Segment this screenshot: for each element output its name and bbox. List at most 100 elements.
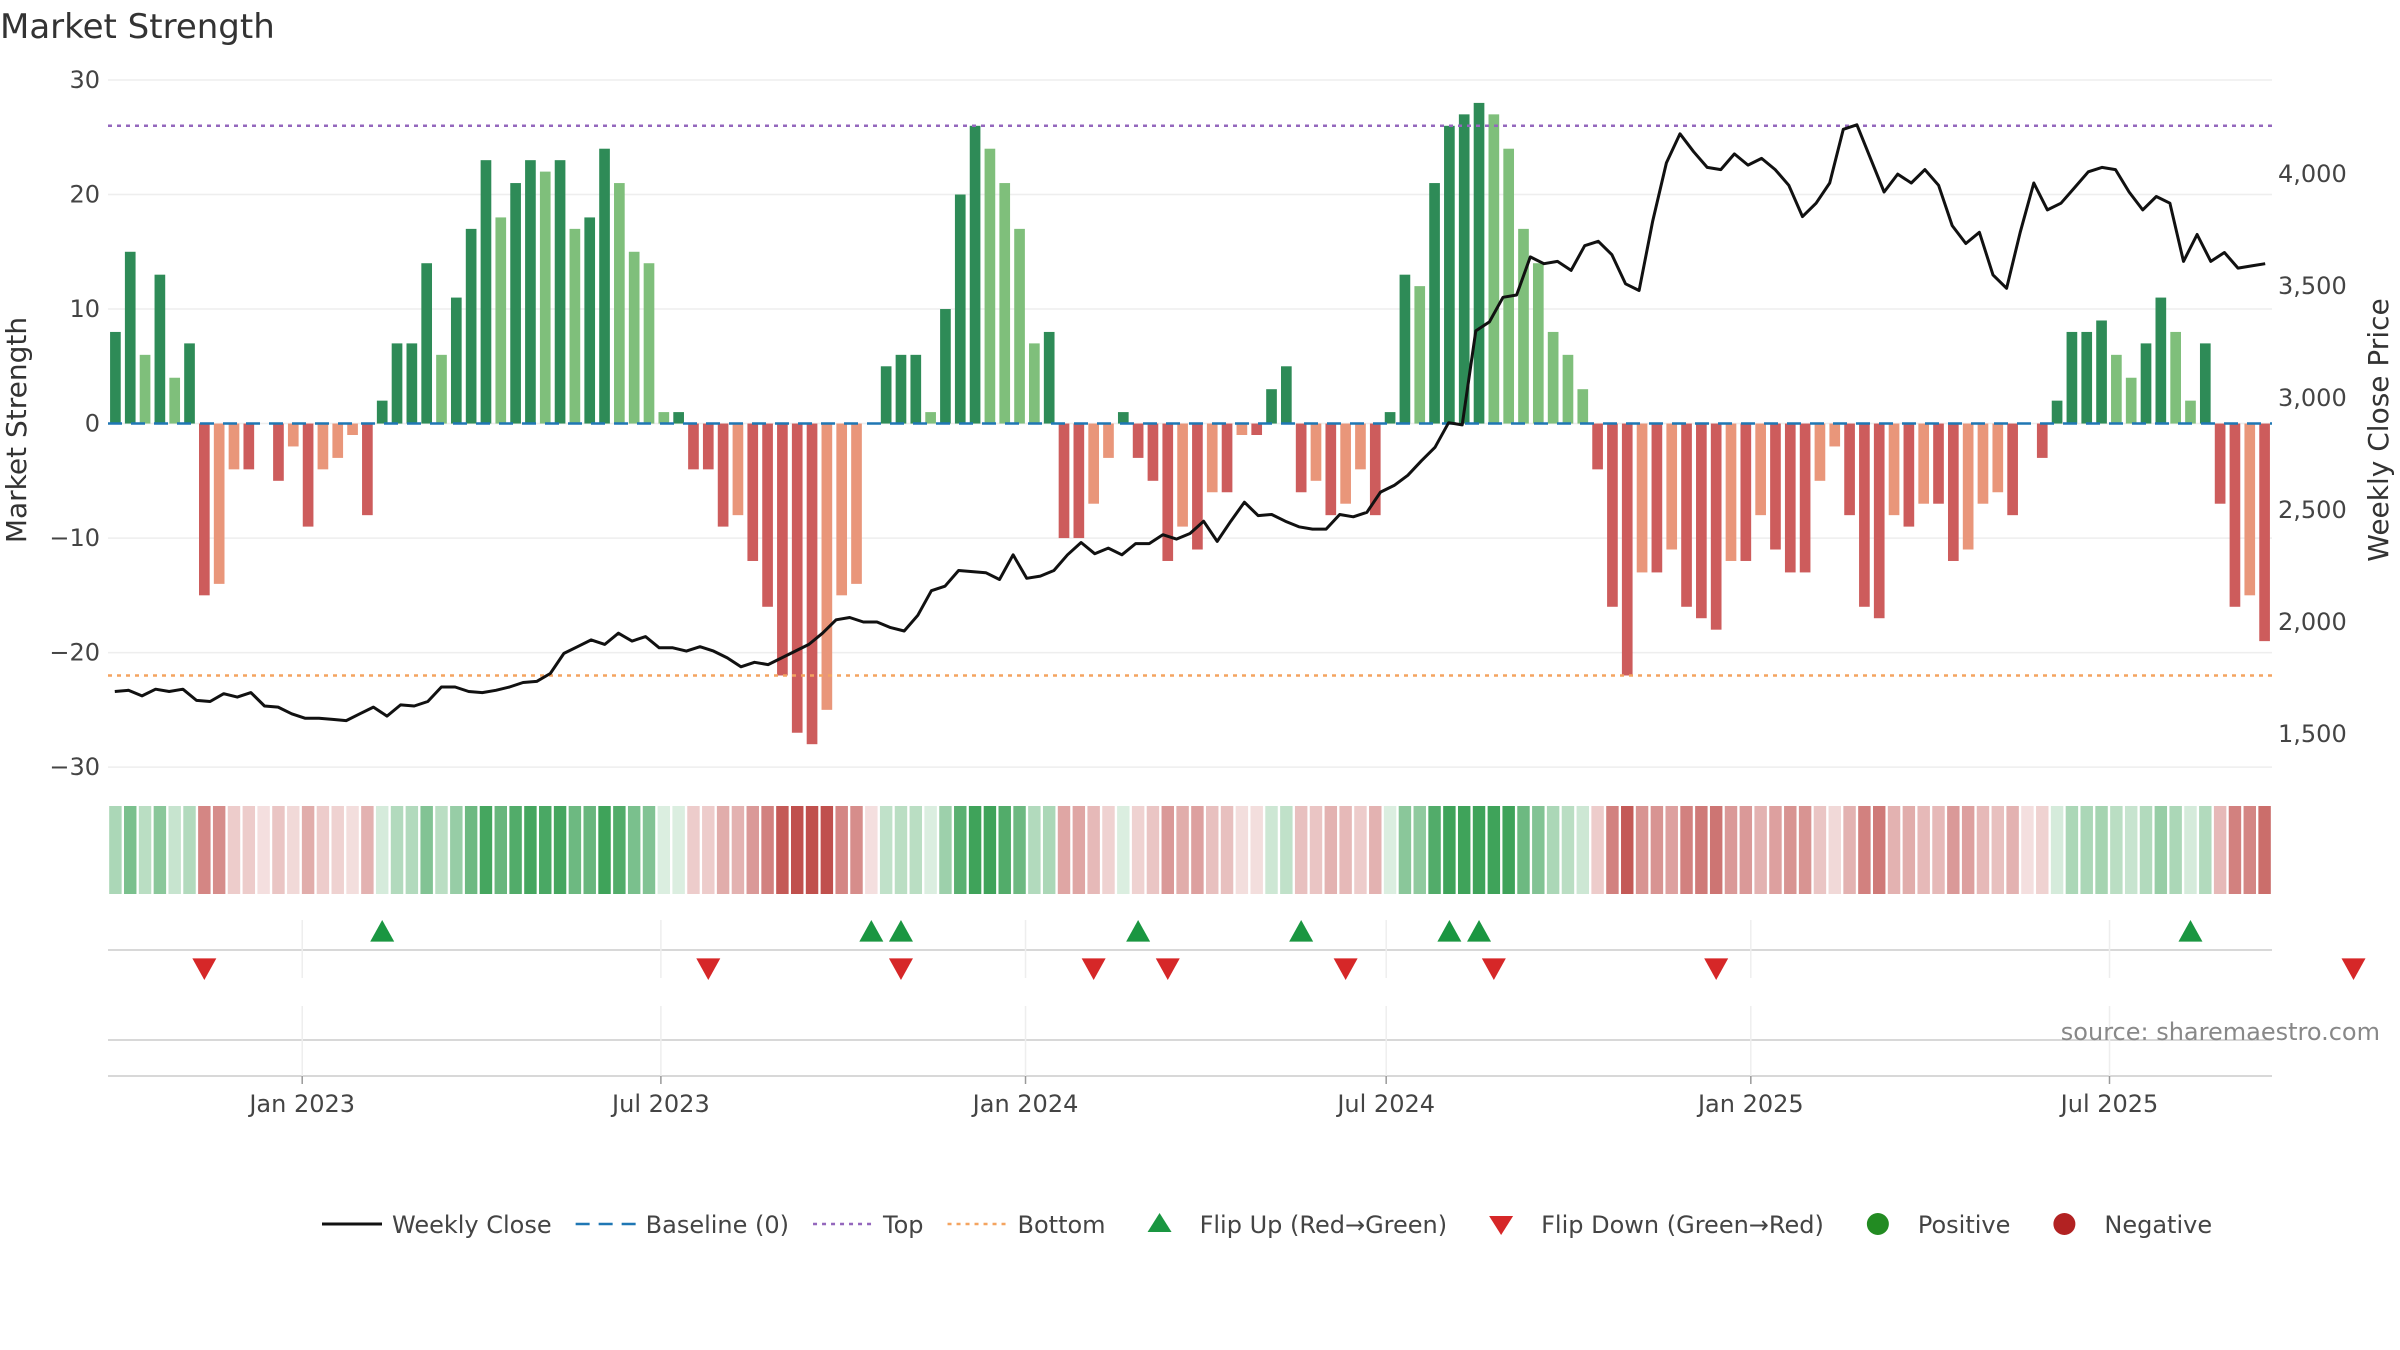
strength-bar	[1933, 423, 1944, 504]
state-band-cell	[909, 806, 923, 894]
state-band-cell	[1235, 806, 1249, 894]
strength-bar	[2170, 331, 2181, 424]
strength-bar	[1666, 423, 1678, 550]
legend-label: Flip Down (Green→Red)	[1541, 1211, 1824, 1239]
state-band-cell	[1294, 806, 1308, 894]
state-band-cell	[1487, 806, 1501, 894]
reference-lines	[108, 124, 2272, 677]
strength-bar	[347, 423, 358, 435]
strength-bar	[1962, 423, 1974, 550]
flip-down-marker	[1333, 958, 1358, 980]
state-band-cell	[1872, 806, 1886, 894]
strength-bar	[895, 354, 907, 424]
left-axis-ticks: 30 20 10 0 −10 −20 −30	[49, 66, 100, 781]
strength-bar	[925, 412, 936, 424]
legend-label: Flip Up (Red→Green)	[1200, 1211, 1448, 1239]
state-band-cell	[568, 806, 582, 894]
state-band-cell	[1220, 806, 1234, 894]
legend-label: Bottom	[1018, 1211, 1106, 1239]
strength-bar	[2066, 331, 2078, 424]
strength-bar	[1770, 423, 1781, 550]
state-band-cell	[346, 806, 359, 894]
strength-bar	[1977, 423, 1989, 504]
strength-bar	[702, 423, 714, 470]
state-band-cell	[939, 806, 952, 894]
state-band-cell	[1028, 806, 1041, 894]
state-band-cell	[1042, 806, 1056, 894]
state-band-cell	[672, 806, 685, 894]
strength-bar	[1073, 423, 1085, 539]
strength-bar	[1651, 423, 1663, 573]
strength-bar	[984, 148, 996, 424]
strength-bar	[1503, 148, 1515, 424]
state-band-cell	[627, 806, 641, 894]
state-band-cell	[835, 806, 848, 894]
state-band-cell	[894, 806, 908, 894]
state-band-cell	[1472, 806, 1486, 894]
state-band-cell	[1932, 806, 1945, 894]
legend-swatch	[1866, 1213, 1889, 1235]
strength-bar	[1532, 263, 1544, 424]
strength-bar	[1310, 423, 1322, 481]
state-band-cell	[1828, 806, 1841, 894]
state-band-cell	[361, 806, 374, 894]
state-band-cell	[865, 806, 878, 894]
strength-bar	[1710, 423, 1722, 630]
state-band-cell	[1887, 806, 1901, 894]
strength-bar	[1058, 423, 1070, 539]
flip-up-marker	[1467, 920, 1492, 942]
strength-bar	[539, 171, 551, 424]
state-band-cell	[450, 806, 463, 894]
flip-up-marker	[859, 920, 884, 942]
flip-up-marker	[888, 920, 913, 942]
state-band-cell	[1754, 806, 1767, 894]
strength-bar	[658, 412, 670, 424]
state-band-cell	[1784, 806, 1797, 894]
strength-bar	[1295, 423, 1307, 493]
flip-markers	[108, 920, 2366, 980]
strength-bar	[1547, 331, 1559, 424]
state-band-cell	[272, 806, 285, 894]
state-band-cell	[1102, 806, 1115, 894]
state-band-cell	[1561, 806, 1575, 894]
strength-bar	[762, 423, 773, 607]
legend-label: Weekly Close	[392, 1211, 552, 1239]
state-band-cell	[1769, 806, 1782, 894]
state-band-cell	[968, 806, 982, 894]
strength-bar	[836, 423, 848, 596]
strength-bar	[643, 263, 655, 424]
state-band-cell	[168, 806, 181, 894]
strength-bar	[1281, 366, 1292, 424]
state-band-cell	[242, 806, 256, 894]
strength-bar	[2155, 297, 2167, 424]
strength-bar	[1844, 423, 1855, 516]
strength-bar	[302, 423, 314, 527]
state-band-cell	[124, 806, 137, 894]
strength-bar	[1607, 423, 1618, 607]
left-tick-label: 20	[69, 181, 100, 209]
strength-bar	[124, 251, 136, 424]
state-band-cell	[820, 806, 834, 894]
x-tick-label: Jul 2024	[1335, 1090, 1435, 1118]
strength-bar	[1458, 114, 1470, 424]
strength-bar	[228, 423, 240, 470]
strength-bar	[1147, 423, 1159, 481]
strength-bar	[362, 423, 373, 516]
state-band-cell	[1947, 806, 1960, 894]
state-band-cell	[761, 806, 774, 894]
strength-bar	[777, 423, 788, 676]
state-band-cell	[2139, 806, 2153, 894]
strength-bar	[1681, 423, 1692, 607]
legend-label: Negative	[2104, 1211, 2212, 1239]
legend-swatch	[1147, 1213, 1172, 1232]
state-band-cell	[1250, 806, 1263, 894]
state-band-cell	[1739, 806, 1753, 894]
left-axis-label: Market Strength	[0, 317, 33, 543]
strength-bar	[436, 354, 447, 424]
state-band-cell	[198, 806, 211, 894]
state-band-cell	[1369, 806, 1382, 894]
strength-bar	[480, 160, 492, 424]
state-band-cell	[2258, 806, 2271, 894]
state-band-cell	[183, 806, 196, 894]
state-band-cell	[494, 806, 508, 894]
